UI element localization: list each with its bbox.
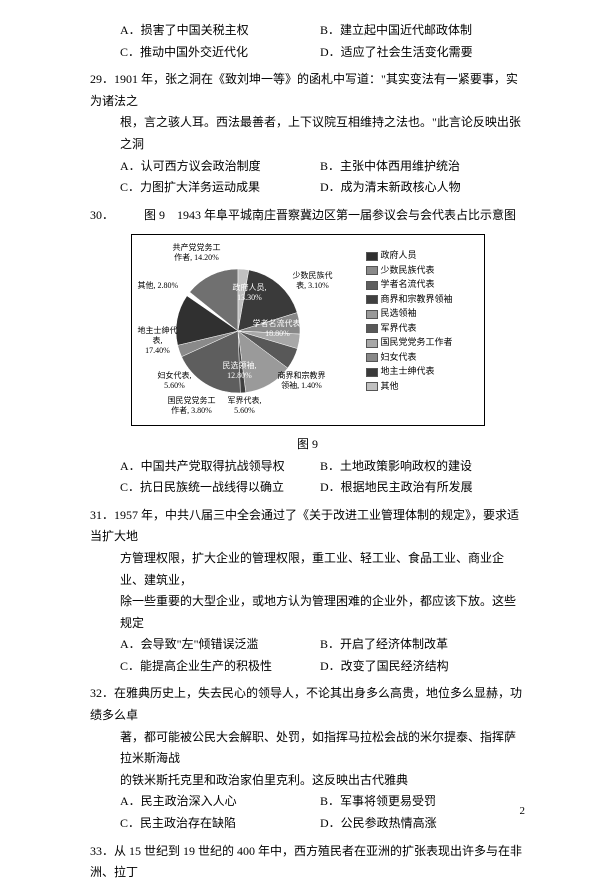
q29-options-row2: C．力图扩大洋务运动成果 D．成为清末新政核心人物 [120, 177, 525, 199]
q31-options-row1: A．会导致"左"倾错误泛滥 B．开启了经济体制改革 [120, 634, 525, 656]
legend-label: 学者名流代表 [381, 278, 435, 292]
q29-option-a: A．认可西方议会政治制度 [120, 156, 320, 178]
q29-options-row1: A．认可西方议会政治制度 B．主张中体西用维护统治 [120, 156, 525, 178]
legend-item: 政府人员 [366, 249, 453, 263]
q31-option-c: C．能提高企业生产的积极性 [120, 656, 320, 678]
legend-label: 军界代表 [381, 322, 417, 336]
legend-swatch [366, 295, 378, 304]
legend-label: 政府人员 [381, 249, 417, 263]
pie-label: 其他, 2.80% [138, 281, 179, 291]
legend-swatch [366, 382, 378, 391]
q32-option-d: D．公民参政热情高涨 [320, 813, 520, 835]
pie-label: 地主士绅代表,17.40% [138, 326, 178, 355]
q29-stem-line1: 29．1901 年，张之洞在《致刘坤一等》的函札中写道："其实变法有一紧要事，实… [90, 69, 525, 112]
q32-stem-line3: 的铁米斯托克里和政治家伯里克利。这反映出古代雅典 [120, 770, 525, 792]
q32-stem-line1: 32．在雅典历史上，失去民心的领导人，不论其出身多么高贵，地位多么显赫，功绩多么… [90, 683, 525, 726]
pie-label: 妇女代表,5.60% [158, 371, 192, 390]
legend-swatch [366, 252, 378, 261]
legend-item: 国民党党务工作者 [366, 336, 453, 350]
pie-label: 共产党党务工作者, 14.20% [173, 243, 221, 262]
legend-swatch [366, 368, 378, 377]
legend-item: 军界代表 [366, 322, 453, 336]
q29-option-d: D．成为清末新政核心人物 [320, 177, 520, 199]
pie-label: 少数民族代表, 3.10% [293, 271, 333, 290]
pie-wrapper: 共产党党务工作者, 14.20% 其他, 2.80% 地主士绅代表,17.40%… [138, 241, 358, 419]
q29-stem-line2: 根，言之骇人耳。西法最善者，上下议院互相维持之法也。"此言论反映出张之洞 [120, 112, 525, 155]
q30-options-row2: C．抗日民族统一战线得以确立 D．根据地民主政治有所发展 [120, 477, 525, 499]
q28-option-c: C．推动中国外交近代化 [120, 42, 320, 64]
legend-swatch [366, 324, 378, 333]
pie-area: 共产党党务工作者, 14.20% 其他, 2.80% 地主士绅代表,17.40%… [138, 241, 478, 419]
figure-caption: 图 9 [90, 434, 525, 456]
pie-chart-figure: 共产党党务工作者, 14.20% 其他, 2.80% 地主士绅代表,17.40%… [131, 234, 485, 426]
q31-option-a: A．会导致"左"倾错误泛滥 [120, 634, 320, 656]
pie-label: 商界和宗教界领袖, 1.40% [278, 371, 326, 390]
legend-label: 妇女代表 [381, 351, 417, 365]
q32-options-row1: A．民主政治深入人心 B．军事将领更易受罚 [120, 791, 525, 813]
pie-label: 政府人员,13.30% [233, 283, 267, 302]
pie-label: 国民党党务工作者, 3.80% [168, 396, 216, 415]
document-page: A．损害了中国关税主权 B．建立起中国近代邮政体制 C．推动中国外交近代化 D．… [0, 0, 595, 842]
q29-option-b: B．主张中体西用维护统治 [320, 156, 520, 178]
legend-label: 其他 [381, 380, 399, 394]
q29-option-c: C．力图扩大洋务运动成果 [120, 177, 320, 199]
q28-option-b: B．建立起中国近代邮政体制 [320, 20, 520, 42]
pie-label: 军界代表,5.60% [228, 396, 262, 415]
legend-item: 少数民族代表 [366, 264, 453, 278]
q30-options-row1: A．中国共产党取得抗战领导权 B．土地政策影响政权的建设 [120, 456, 525, 478]
q28-options-row2: C．推动中国外交近代化 D．适应了社会生活变化需要 [120, 42, 525, 64]
legend-swatch [366, 339, 378, 348]
legend-item: 学者名流代表 [366, 278, 453, 292]
q28-option-a: A．损害了中国关税主权 [120, 20, 320, 42]
legend-item: 民选领袖 [366, 307, 453, 321]
legend-label: 国民党党务工作者 [381, 336, 453, 350]
legend-label: 地主士绅代表 [381, 365, 435, 379]
legend-swatch [366, 266, 378, 275]
q32-option-c: C．民主政治存在缺陷 [120, 813, 320, 835]
legend-item: 其他 [366, 380, 453, 394]
q31-stem-line2: 方管理权限，扩大企业的管理权限，重工业、轻工业、食品工业、商业企业、建筑业， [120, 548, 525, 591]
legend-swatch [366, 310, 378, 319]
q31-options-row2: C．能提高企业生产的积极性 D．改变了国民经济结构 [120, 656, 525, 678]
q30-option-d: D．根据地民主政治有所发展 [320, 477, 520, 499]
q32-option-b: B．军事将领更易受罚 [320, 791, 520, 813]
legend-swatch [366, 281, 378, 290]
q31-stem-line1: 31．1957 年，中共八届三中全会通过了《关于改进工业管理体制的规定》，要求适… [90, 505, 525, 548]
legend-label: 少数民族代表 [381, 264, 435, 278]
pie-label: 学者名流代表,18.80% [253, 319, 303, 338]
q30-option-b: B．土地政策影响政权的建设 [320, 456, 520, 478]
pie-legend: 政府人员少数民族代表学者名流代表商界和宗教界领袖民选领袖军界代表国民党党务工作者… [366, 249, 453, 419]
q31-stem-line3: 除一些重要的大型企业，或地方认为管理困难的企业外，都应该下放。这些规定 [120, 591, 525, 634]
legend-label: 民选领袖 [381, 307, 417, 321]
legend-item: 妇女代表 [366, 351, 453, 365]
legend-item: 商界和宗教界领袖 [366, 293, 453, 307]
q33-stem: 33．从 15 世纪到 19 世纪的 400 年中，西方殖民者在亚洲的扩张表现出… [90, 841, 525, 884]
page-number: 2 [520, 802, 526, 822]
q28-options-row1: A．损害了中国关税主权 B．建立起中国近代邮政体制 [120, 20, 525, 42]
q32-option-a: A．民主政治深入人心 [120, 791, 320, 813]
q31-option-b: B．开启了经济体制改革 [320, 634, 520, 656]
legend-swatch [366, 353, 378, 362]
q30-stem: 30． 图 9 1943 年阜平城南庄晋察冀边区第一届参议会与会代表占比示意图 [90, 205, 525, 227]
q31-option-d: D．改变了国民经济结构 [320, 656, 520, 678]
legend-item: 地主士绅代表 [366, 365, 453, 379]
legend-label: 商界和宗教界领袖 [381, 293, 453, 307]
q30-option-c: C．抗日民族统一战线得以确立 [120, 477, 320, 499]
q32-stem-line2: 著，都可能被公民大会解职、处罚，如指挥马拉松会战的米尔提泰、指挥萨拉米斯海战 [120, 727, 525, 770]
q32-options-row2: C．民主政治存在缺陷 D．公民参政热情高涨 [120, 813, 525, 835]
q28-option-d: D．适应了社会生活变化需要 [320, 42, 520, 64]
pie-label: 民选领袖,12.80% [223, 361, 257, 380]
q30-option-a: A．中国共产党取得抗战领导权 [120, 456, 320, 478]
